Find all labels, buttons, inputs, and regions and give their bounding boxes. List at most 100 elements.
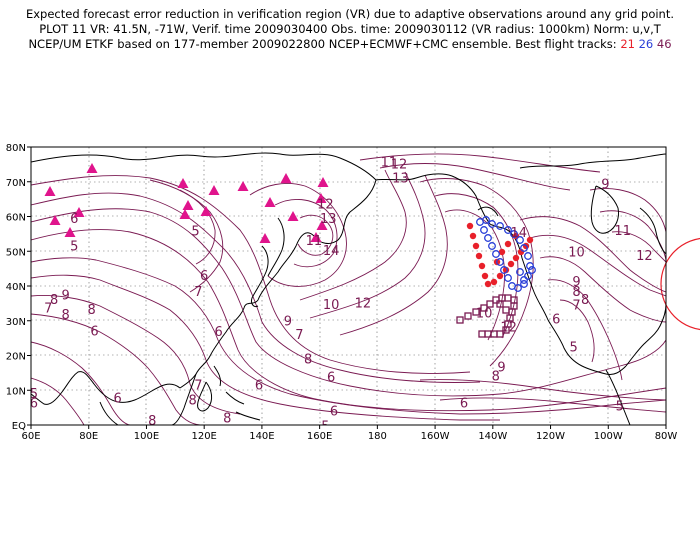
- lat-tick-label: EQ: [12, 421, 26, 432]
- contour-label: 13: [392, 172, 409, 187]
- track-21-point: [478, 262, 486, 270]
- lon-tick-label: 160E: [307, 431, 332, 442]
- latitude-axis: EQ 10N 20N 30N 40N 50N 60N 70N 80N: [6, 143, 31, 432]
- contour-label: 10: [476, 306, 493, 321]
- lon-tick-label: 120W: [536, 431, 565, 442]
- title-line-1: Expected forecast error reduction in ver…: [25, 7, 675, 21]
- contour-label: 6: [30, 396, 38, 411]
- track-label-46: 46: [656, 37, 672, 51]
- contour-label: 9: [572, 275, 580, 290]
- contour-label: 6: [90, 324, 98, 339]
- track-26-point: [524, 272, 532, 280]
- contour-label: 11: [614, 224, 631, 239]
- station-triangle: [315, 193, 327, 203]
- contour-label: 7: [572, 298, 580, 313]
- lon-tick-label: 60E: [21, 431, 40, 442]
- contour-label: 8: [50, 293, 58, 308]
- flight-track-46: [456, 294, 518, 338]
- track-21-point: [484, 280, 492, 288]
- contour-label: 14: [323, 244, 340, 259]
- contour-label: 8: [148, 414, 156, 429]
- track-21-point: [498, 248, 506, 256]
- lat-tick-label: 10N: [6, 386, 26, 397]
- track-26-point: [528, 266, 536, 274]
- contour-label: 6: [460, 396, 468, 411]
- track-26-point: [496, 258, 504, 266]
- track-46-point: [472, 308, 480, 316]
- track-26-point: [504, 226, 512, 234]
- track-26-point: [510, 230, 518, 238]
- contour-label: 12: [500, 321, 517, 336]
- contour-label: 8: [492, 369, 500, 384]
- lon-tick-label: 140W: [478, 431, 507, 442]
- lat-tick-label: 60N: [6, 213, 26, 224]
- contour-label: 6: [113, 392, 121, 407]
- contour-label: 5: [191, 224, 199, 239]
- track-26-point: [484, 234, 492, 242]
- track-46-point: [486, 300, 494, 308]
- contour-label: 14: [511, 226, 528, 241]
- contour-label: 8: [572, 285, 580, 300]
- track-26-point: [516, 236, 524, 244]
- track-46-point: [464, 312, 472, 320]
- longitude-axis: 60E 80E 100E 120E 140E 160E 180 160W 140W 120W 100…: [21, 425, 677, 442]
- title-line-2: PLOT 11 VR: 41.5N, -71W, Verif. time 200…: [39, 22, 661, 36]
- station-triangle: [287, 211, 299, 221]
- station-triangle: [259, 233, 271, 243]
- lat-tick-label: 40N: [6, 282, 26, 293]
- contour-label: 8: [87, 303, 95, 318]
- contour-label: 12: [317, 198, 334, 213]
- contour-label: 10: [323, 298, 340, 313]
- graticule: [31, 147, 666, 425]
- station-triangle: [316, 220, 328, 230]
- track-26-point: [520, 276, 528, 284]
- track-21-point: [466, 222, 474, 230]
- lon-tick-label: 80E: [79, 431, 98, 442]
- track-26-point: [520, 244, 528, 252]
- track-46-point: [478, 330, 486, 338]
- station-triangle: [86, 163, 98, 173]
- track-21-point: [504, 240, 512, 248]
- track-26-point: [480, 226, 488, 234]
- contour-label: 11: [381, 156, 398, 171]
- contour-label: 8: [304, 353, 312, 368]
- track-46-point: [456, 316, 464, 324]
- track-26-point: [524, 252, 532, 260]
- contour-label: 9: [61, 288, 69, 303]
- track-46-point: [502, 326, 510, 334]
- track-21-point: [496, 272, 504, 280]
- station-triangle: [237, 181, 249, 191]
- station-triangle: [264, 197, 276, 207]
- contour-label: 9: [601, 177, 609, 192]
- contour-label: 8: [581, 293, 589, 308]
- track-26-point: [504, 274, 512, 282]
- track-label-26: 26: [638, 37, 654, 51]
- track-26-point: [482, 216, 490, 224]
- contour-label: 12: [391, 157, 408, 172]
- station-triangle: [182, 200, 194, 210]
- track-26-point: [526, 262, 534, 270]
- contour-label: 7: [194, 285, 202, 300]
- lon-tick-label: 100W: [594, 431, 623, 442]
- contour-label: 5: [616, 400, 624, 415]
- track-46-point: [480, 304, 488, 312]
- contour-label: 5: [569, 340, 577, 355]
- track-26-point: [514, 284, 522, 292]
- station-triangle: [317, 177, 329, 187]
- error-reduction-contours: [31, 153, 666, 425]
- track-26-point: [496, 222, 504, 230]
- lon-tick-label: 180: [368, 431, 387, 442]
- track-21-point: [481, 272, 489, 280]
- station-triangle: [177, 178, 189, 188]
- contour-label: 5: [70, 240, 78, 255]
- station-triangle: [64, 227, 76, 237]
- contour-label: 6: [200, 269, 208, 284]
- track-46-point: [502, 306, 510, 314]
- station-triangle: [73, 207, 85, 217]
- station-triangle: [208, 185, 220, 195]
- lon-tick-label: 160W: [421, 431, 450, 442]
- contour-label: 5: [321, 420, 329, 435]
- lat-tick-label: 70N: [6, 178, 26, 189]
- track-26-point: [492, 250, 500, 258]
